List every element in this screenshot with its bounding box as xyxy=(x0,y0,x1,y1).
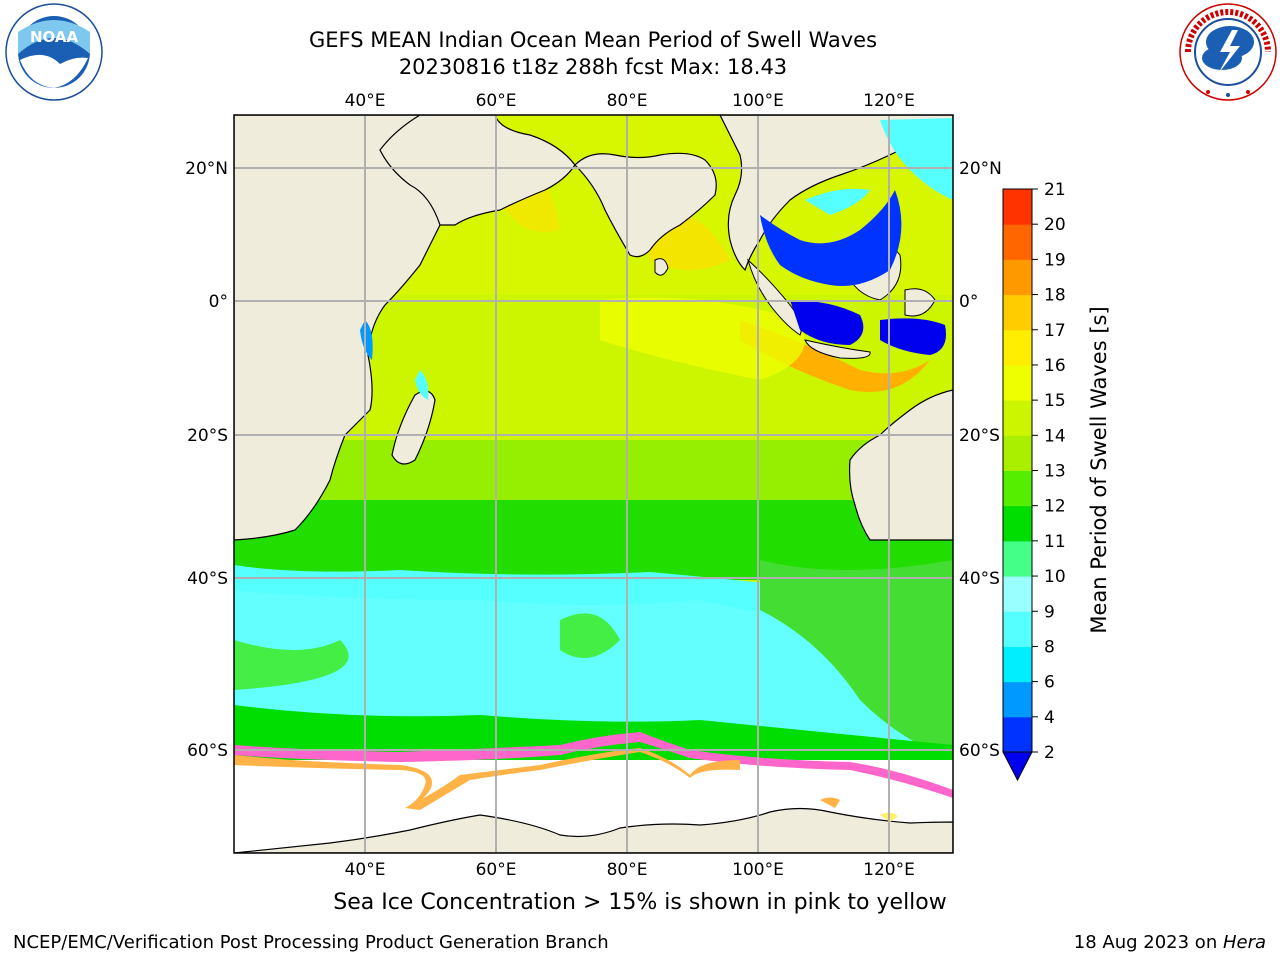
lat-label-20n-right: 20°N xyxy=(959,159,1002,179)
colorbar-segment xyxy=(1003,364,1032,401)
lat-label-60s-left: 60°S xyxy=(187,741,228,761)
colorbar-segment xyxy=(1003,716,1032,753)
colorbar-tick-label: 14 xyxy=(1044,426,1066,446)
colorbar-tick-label: 6 xyxy=(1044,673,1055,693)
colorbar-tick-label: 8 xyxy=(1044,637,1055,657)
noaa-logo-text: NOAA xyxy=(30,28,79,46)
colorbar-segment xyxy=(1003,400,1032,436)
colorbar-segment xyxy=(1003,329,1032,366)
colorbar-tick-label: 13 xyxy=(1044,462,1066,482)
colorbar-segment xyxy=(1003,646,1032,683)
lon-label-40e-bottom: 40°E xyxy=(345,860,386,880)
colorbar-tick-label: 12 xyxy=(1044,497,1066,517)
noaa-logo-icon: NOAA xyxy=(5,3,103,101)
colorbar-tick-label: 17 xyxy=(1044,321,1066,341)
lon-label-120e-top: 120°E xyxy=(863,91,915,111)
map-frame xyxy=(233,114,954,854)
colorbar-tick-label: 9 xyxy=(1044,602,1055,622)
colorbar-tick-label: 18 xyxy=(1044,286,1066,306)
map-title: GEFS MEAN Indian Ocean Mean Period of Sw… xyxy=(308,28,878,52)
colorbar-segment xyxy=(1003,576,1032,612)
lat-labels-left: 20°N 0° 20°S 40°S 60°S xyxy=(185,159,228,761)
lon-label-100e-bottom: 100°E xyxy=(732,860,784,880)
lat-label-0-right: 0° xyxy=(959,292,978,312)
colorbar-label: Mean Period of Swell Waves [s] xyxy=(1087,306,1111,633)
lon-label-60e-bottom: 60°E xyxy=(476,860,517,880)
lon-labels-top: 40°E 60°E 80°E 100°E 120°E xyxy=(345,91,915,111)
footer-date-text: 18 Aug 2023 on xyxy=(1073,932,1223,953)
colorbar-segment xyxy=(1003,681,1032,718)
nws-logo-icon xyxy=(1179,3,1277,101)
colorbar-segment xyxy=(1003,435,1032,471)
map-field xyxy=(234,115,953,853)
colorbar-tick-label: 10 xyxy=(1044,567,1066,587)
colorbar-tick-label: 2 xyxy=(1044,743,1055,763)
lat-label-40s-right: 40°S xyxy=(959,569,1000,589)
colorbar-segment xyxy=(1003,189,1032,225)
lat-label-40s-left: 40°S xyxy=(187,569,228,589)
colorbar-tick-label: 11 xyxy=(1044,532,1066,552)
footer-producer: NCEP/EMC/Verification Post Processing Pr… xyxy=(13,932,609,953)
lon-label-80e-top: 80°E xyxy=(607,91,648,111)
colorbar-tick-label: 19 xyxy=(1044,250,1066,270)
colorbar-tick-label: 20 xyxy=(1044,215,1066,235)
lat-labels-right: 20°N 0° 20°S 40°S 60°S xyxy=(959,159,1002,761)
footer-date: 18 Aug 2023 on Hera xyxy=(1074,932,1266,953)
lon-label-100e-top: 100°E xyxy=(732,91,784,111)
lat-label-20s-right: 20°S xyxy=(959,426,1000,446)
lon-label-120e-bottom: 120°E xyxy=(863,860,915,880)
colorbar-segment xyxy=(1003,259,1032,296)
colorbar: 2 4 6 8 9 10 11 12 13 14 15 16 17 18 19 20 21 xyxy=(1002,180,1066,782)
map-subtitle: 20230816 t18z 288h fcst Max: 18.43 xyxy=(398,55,788,79)
lat-label-60s-right: 60°S xyxy=(959,741,1000,761)
colorbar-segment xyxy=(1003,224,1032,260)
lon-label-80e-bottom: 80°E xyxy=(607,860,648,880)
map-gridlines xyxy=(234,115,953,853)
colorbar-tick-label: 16 xyxy=(1044,356,1066,376)
colorbar-segment xyxy=(1003,540,1032,577)
colorbar-tick-label: 4 xyxy=(1044,708,1055,728)
lon-labels-bottom: 40°E 60°E 80°E 100°E 120°E xyxy=(345,860,915,880)
colorbar-segment xyxy=(1003,294,1032,331)
colorbar-segment xyxy=(1003,505,1032,542)
colorbar-tick-label: 15 xyxy=(1044,391,1066,411)
lat-label-20n-left: 20°N xyxy=(185,159,228,179)
footer-host: Hera xyxy=(1222,932,1266,953)
colorbar-under-arrow xyxy=(1002,751,1033,782)
lat-label-20s-left: 20°S xyxy=(187,426,228,446)
colorbar-segment xyxy=(1003,611,1032,647)
sea-ice-caption: Sea Ice Concentration > 15% is shown in … xyxy=(333,890,947,915)
colorbar-segment xyxy=(1003,470,1032,507)
lon-label-60e-top: 60°E xyxy=(476,91,517,111)
colorbar-tick-label: 21 xyxy=(1044,180,1066,200)
lat-label-0-left: 0° xyxy=(209,292,228,312)
lon-label-40e-top: 40°E xyxy=(345,91,386,111)
